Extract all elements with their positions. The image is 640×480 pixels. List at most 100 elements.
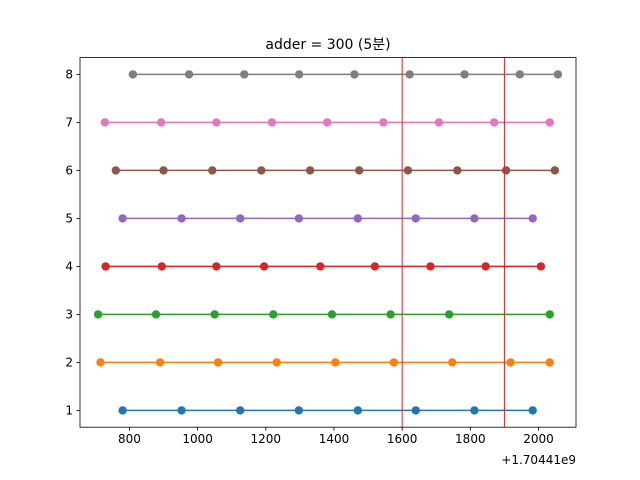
data-point (100, 118, 110, 127)
data-point (501, 166, 511, 175)
chart-title: adder = 300 (5분) (265, 37, 390, 53)
data-point (177, 214, 186, 223)
y-tick-label: 2 (65, 355, 73, 369)
y-tick-label: 5 (65, 211, 73, 225)
y-tick-label: 4 (65, 259, 73, 273)
series-8 (128, 70, 563, 79)
series-6 (111, 166, 560, 175)
x-tick-label: 2000 (523, 432, 554, 446)
data-point (305, 166, 315, 175)
data-point (128, 70, 138, 79)
data-point (448, 358, 457, 367)
data-point (322, 118, 332, 127)
x-axis: 800 1000 1200 1400 1600 1800 2000 (118, 427, 554, 446)
data-point (257, 166, 266, 175)
data-point (294, 70, 304, 79)
data-point (210, 310, 219, 319)
data-point (184, 70, 194, 79)
data-point (434, 118, 444, 127)
y-tick-label: 1 (65, 403, 73, 417)
data-point (353, 406, 363, 415)
data-point (212, 262, 221, 271)
data-point (269, 310, 278, 319)
data-point (327, 310, 337, 319)
data-point (470, 406, 479, 415)
x-tick-label: 800 (118, 432, 141, 446)
data-point (236, 406, 245, 415)
data-point (379, 118, 388, 127)
axes-frame (79, 57, 577, 428)
data-point (157, 262, 167, 271)
series-5 (118, 214, 537, 223)
series-7 (100, 118, 554, 127)
data-point (331, 358, 340, 367)
data-point (545, 358, 554, 367)
data-point (389, 358, 399, 367)
x-tick-label: 1600 (387, 432, 418, 446)
y-tick-label: 7 (65, 115, 73, 129)
data-point (151, 310, 161, 319)
data-point (159, 166, 168, 175)
data-point (96, 358, 105, 367)
data-point (536, 262, 546, 271)
x-tick-label: 1200 (251, 432, 282, 446)
data-point (240, 70, 249, 79)
data-point (155, 358, 165, 367)
data-point (370, 262, 380, 271)
data-point (405, 70, 414, 79)
plot-area (93, 57, 563, 428)
data-point (545, 310, 554, 319)
data-point (460, 70, 469, 79)
y-tick-label: 6 (65, 163, 73, 177)
data-point (350, 70, 359, 79)
data-point (93, 310, 103, 319)
data-point (470, 214, 479, 223)
data-point (545, 118, 554, 127)
data-point (294, 406, 304, 415)
y-tick-label: 3 (65, 307, 73, 321)
data-point (177, 406, 186, 415)
data-point (353, 214, 363, 223)
data-point (411, 406, 420, 415)
y-tick-label: 8 (65, 67, 73, 81)
series-2 (96, 358, 554, 367)
y-axis: 1 2 3 4 5 6 7 8 (65, 67, 80, 417)
data-point (156, 118, 166, 127)
data-point (528, 214, 537, 223)
x-tick-label: 1000 (182, 432, 213, 446)
data-point (481, 262, 490, 271)
data-point (550, 166, 560, 175)
data-point (444, 310, 454, 319)
data-point (208, 166, 217, 175)
data-point (354, 166, 364, 175)
data-point (386, 310, 395, 319)
data-point (403, 166, 413, 175)
data-point (118, 214, 127, 223)
data-point (489, 118, 499, 127)
data-point (316, 262, 325, 271)
data-point (553, 70, 563, 79)
series-3 (93, 310, 554, 319)
data-point (111, 166, 120, 175)
data-point (259, 262, 269, 271)
data-point (294, 214, 304, 223)
data-point (426, 262, 435, 271)
data-point (506, 358, 515, 367)
data-point (453, 166, 462, 175)
series-4 (101, 262, 546, 271)
data-point (411, 214, 420, 223)
x-tick-label: 1400 (319, 432, 350, 446)
data-point (101, 262, 110, 271)
data-point (267, 118, 277, 127)
series-1 (118, 406, 537, 415)
x-offset-label: +1.70441e9 (501, 453, 576, 467)
data-point (212, 118, 221, 127)
data-point (213, 358, 223, 367)
data-point (118, 406, 127, 415)
data-point (528, 406, 537, 415)
x-tick-label: 1800 (455, 432, 486, 446)
data-point (515, 70, 524, 79)
data-point (236, 214, 245, 223)
